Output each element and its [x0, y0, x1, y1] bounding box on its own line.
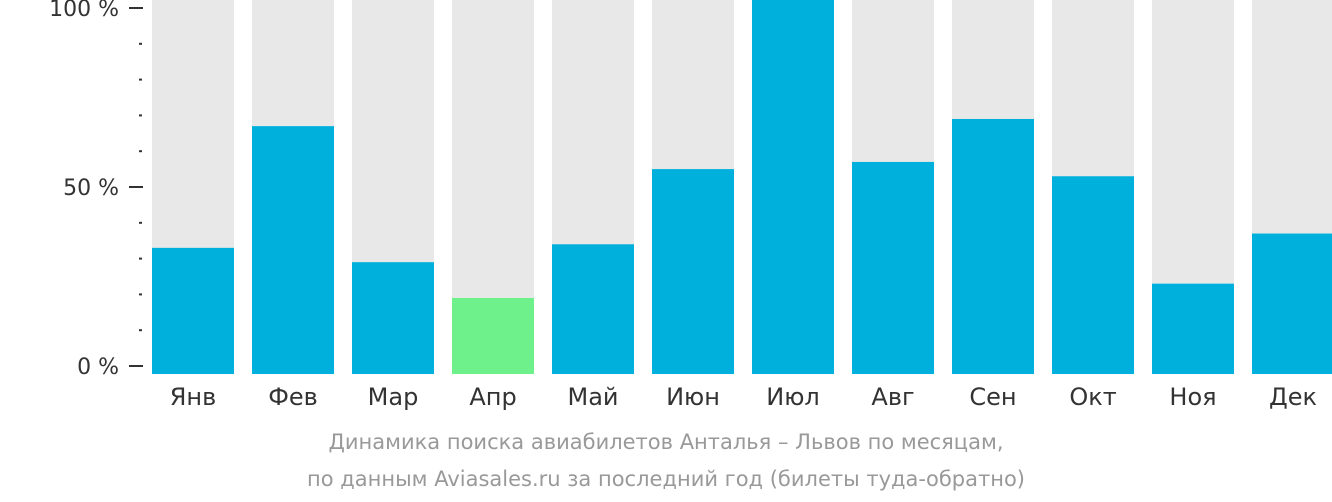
x-tick-label: Окт	[1069, 383, 1116, 411]
chart-title: Динамика поиска авиабилетов Анталья – Ль…	[328, 430, 1004, 454]
x-tick-label: Авг	[871, 383, 914, 411]
bar-Окт	[1052, 176, 1134, 374]
x-tick-label: Май	[567, 383, 618, 411]
y-tick-label: 100 %	[49, 0, 119, 22]
x-tick-label: Дек	[1269, 383, 1317, 411]
bar-Май	[552, 244, 634, 374]
x-tick-label: Июл	[766, 383, 820, 411]
x-tick-label: Мар	[368, 383, 419, 411]
bar-Авг	[852, 161, 934, 374]
y-tick-label: 50 %	[63, 176, 119, 201]
x-tick-label: Апр	[469, 383, 516, 411]
bar-Сен	[952, 118, 1034, 374]
bar-Фев	[252, 126, 334, 374]
y-tick-label: 0 %	[77, 355, 119, 380]
x-tick-label: Июн	[666, 383, 720, 411]
x-tick-label: Янв	[170, 383, 217, 411]
bar-Ноя	[1152, 283, 1234, 374]
bar-Июл	[752, 0, 834, 374]
bar-Июн	[652, 169, 734, 374]
x-tick-label: Сен	[969, 383, 1016, 411]
bar-Апр	[452, 297, 534, 374]
x-tick-label: Ноя	[1169, 383, 1216, 411]
bar-chart: 0 % 50 % 100 % Янв Фев Мар Апр Май Июн Июл Авг Сен…	[49, 0, 1332, 411]
y-axis: 0 % 50 % 100 %	[49, 0, 143, 380]
bars-group	[152, 0, 1332, 374]
bar-Янв	[152, 247, 234, 374]
x-tick-label: Фев	[268, 383, 318, 411]
bar-Мар	[352, 262, 434, 374]
chart-subtitle: по данным Aviasales.ru за последний год …	[307, 467, 1025, 491]
bar-Дек	[1252, 233, 1332, 374]
x-axis-labels: Янв Фев Мар Апр Май Июн Июл Авг Сен Окт Ноя Дек	[170, 383, 1317, 411]
